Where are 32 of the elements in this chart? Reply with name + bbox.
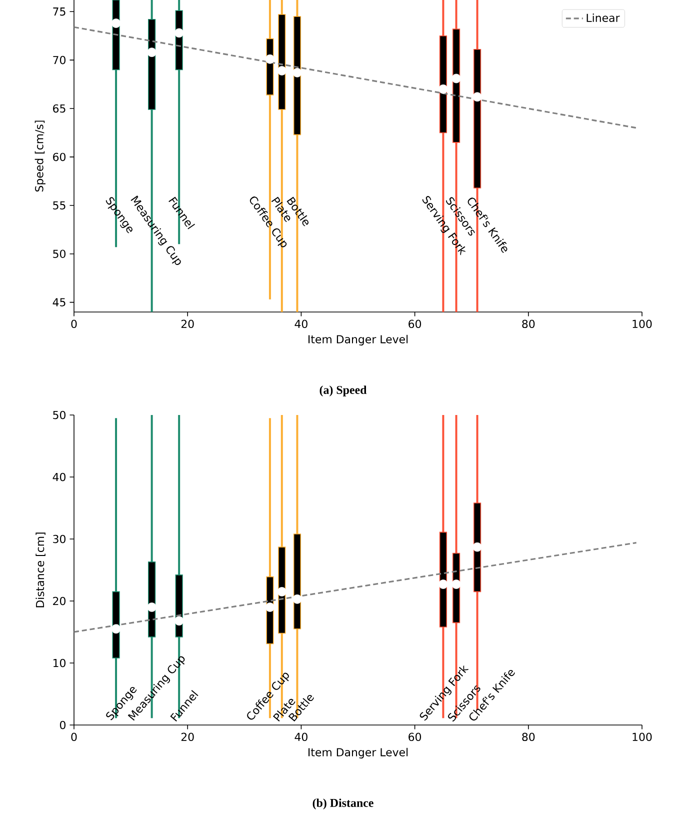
x-tick-label: 40: [294, 320, 308, 328]
x-axis-title: Item Danger Level: [308, 334, 408, 346]
y-tick-label: 50: [53, 250, 66, 258]
y-tick-label: 75: [53, 8, 66, 16]
text: (b) Distance: [312, 798, 374, 810]
x-tick-label: 0: [71, 732, 77, 742]
y-tick-label: 20: [53, 596, 66, 606]
y-tick-label: 70: [53, 56, 66, 64]
y-tick-label: 10: [53, 658, 66, 668]
x-tick-label: 60: [408, 320, 422, 328]
x-tick-label: 80: [522, 320, 535, 328]
x-tick-label: 100: [632, 320, 652, 328]
y-axis-title: Distance [cm]: [36, 532, 46, 608]
x-axis-title: Item Danger Level: [308, 748, 408, 758]
x-tick-label: 80: [522, 732, 535, 742]
text: (a) Speed: [320, 386, 367, 396]
x-tick-label: 20: [181, 320, 194, 328]
x-tick-label: 0: [71, 320, 77, 328]
x-tick-label: 40: [294, 732, 308, 742]
y-tick-label: 0: [60, 720, 66, 730]
y-tick-label: 50: [53, 410, 66, 420]
y-tick-label: 60: [53, 152, 66, 162]
x-tick-label: 100: [632, 732, 652, 742]
y-axis-title: Speed [cm/s]: [34, 120, 46, 192]
y-tick-label: 55: [53, 201, 66, 210]
y-tick-label: 30: [53, 534, 66, 544]
y-tick-label: 45: [52, 298, 66, 306]
x-tick-label: 60: [408, 732, 422, 742]
y-tick-label: 40: [52, 472, 66, 482]
legend-label: Linear: [586, 14, 620, 22]
y-tick-label: 65: [53, 104, 66, 113]
x-tick-label: 20: [181, 732, 194, 742]
